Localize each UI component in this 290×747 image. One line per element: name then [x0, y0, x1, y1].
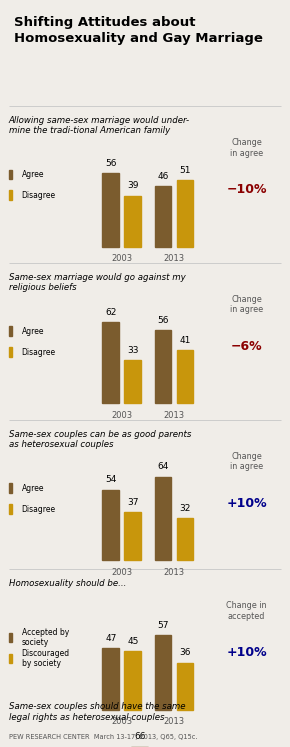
Text: 66: 66	[134, 732, 146, 741]
Bar	[9, 190, 12, 200]
Text: 57: 57	[157, 621, 169, 630]
Text: 46: 46	[157, 172, 169, 182]
Text: 2013: 2013	[164, 568, 184, 577]
Text: 2013: 2013	[164, 411, 184, 420]
Text: 56: 56	[157, 316, 169, 325]
Bar	[155, 477, 171, 560]
Text: Change
in agree: Change in agree	[230, 295, 263, 314]
Text: Disagree: Disagree	[22, 504, 56, 514]
Text: 62: 62	[105, 308, 117, 317]
Bar	[155, 187, 171, 247]
Text: Disagree: Disagree	[22, 347, 56, 357]
Text: 33: 33	[127, 346, 139, 355]
Text: 2003: 2003	[111, 254, 132, 263]
Bar	[124, 651, 141, 710]
Text: Change
in agree: Change in agree	[230, 138, 263, 158]
Bar	[155, 635, 171, 710]
Bar	[177, 663, 193, 710]
Text: 56: 56	[105, 159, 117, 168]
Bar	[124, 360, 141, 403]
Bar	[9, 504, 12, 514]
Text: Same-sex couples can be as good parents
as heterosexual couples: Same-sex couples can be as good parents …	[9, 430, 191, 449]
Bar	[124, 512, 141, 560]
Text: 41: 41	[179, 335, 191, 344]
Bar	[9, 347, 12, 357]
Bar	[9, 654, 12, 663]
Text: Change
in agree: Change in agree	[230, 452, 263, 471]
Bar	[177, 350, 193, 403]
Text: 39: 39	[127, 182, 139, 190]
Text: Allowing same-sex marriage would under-
mine the tradi-tional American family: Allowing same-sex marriage would under- …	[9, 116, 190, 135]
Text: Same-sex couples should have the same
legal rights as heterosexual couples: Same-sex couples should have the same le…	[9, 702, 185, 722]
Text: +10%: +10%	[226, 646, 267, 659]
Text: Discouraged
by society: Discouraged by society	[22, 649, 70, 668]
Text: Agree: Agree	[22, 170, 44, 179]
Bar	[102, 490, 119, 560]
Bar	[155, 330, 171, 403]
Bar	[177, 518, 193, 560]
Text: 37: 37	[127, 498, 139, 506]
Bar	[9, 483, 12, 493]
Text: Agree: Agree	[22, 326, 44, 336]
Text: PEW RESEARCH CENTER  March 13-17, 2013, Q65, Q15c.: PEW RESEARCH CENTER March 13-17, 2013, Q…	[9, 734, 197, 740]
Text: Homosexuality should be...: Homosexuality should be...	[9, 579, 126, 588]
Text: 2003: 2003	[111, 717, 132, 726]
Text: Accepted by
society: Accepted by society	[22, 628, 69, 647]
Text: −10%: −10%	[226, 183, 267, 196]
Bar	[124, 196, 141, 247]
Text: −6%: −6%	[231, 340, 262, 353]
Text: Disagree: Disagree	[22, 190, 56, 200]
Text: 2013: 2013	[164, 254, 184, 263]
Bar	[9, 170, 12, 179]
Text: 54: 54	[105, 475, 117, 484]
Text: 45: 45	[127, 636, 139, 645]
Text: 36: 36	[179, 648, 191, 657]
Text: Change in
accepted: Change in accepted	[226, 601, 267, 621]
Text: 2003: 2003	[111, 411, 132, 420]
Text: 64: 64	[157, 462, 169, 471]
Text: Agree: Agree	[22, 483, 44, 493]
Text: 51: 51	[179, 166, 191, 175]
Text: 32: 32	[179, 504, 191, 513]
Text: 47: 47	[105, 634, 117, 643]
Text: Same-sex marriage would go against my
religious beliefs: Same-sex marriage would go against my re…	[9, 273, 185, 292]
Text: 2013: 2013	[164, 717, 184, 726]
Text: 2003: 2003	[111, 568, 132, 577]
Bar	[177, 180, 193, 247]
Bar	[102, 323, 119, 403]
Text: Shifting Attitudes about
Homosexuality and Gay Marriage: Shifting Attitudes about Homosexuality a…	[14, 16, 263, 46]
Bar	[9, 326, 12, 336]
Bar	[102, 648, 119, 710]
Text: +10%: +10%	[226, 497, 267, 509]
Bar	[102, 173, 119, 247]
Bar	[9, 633, 12, 642]
